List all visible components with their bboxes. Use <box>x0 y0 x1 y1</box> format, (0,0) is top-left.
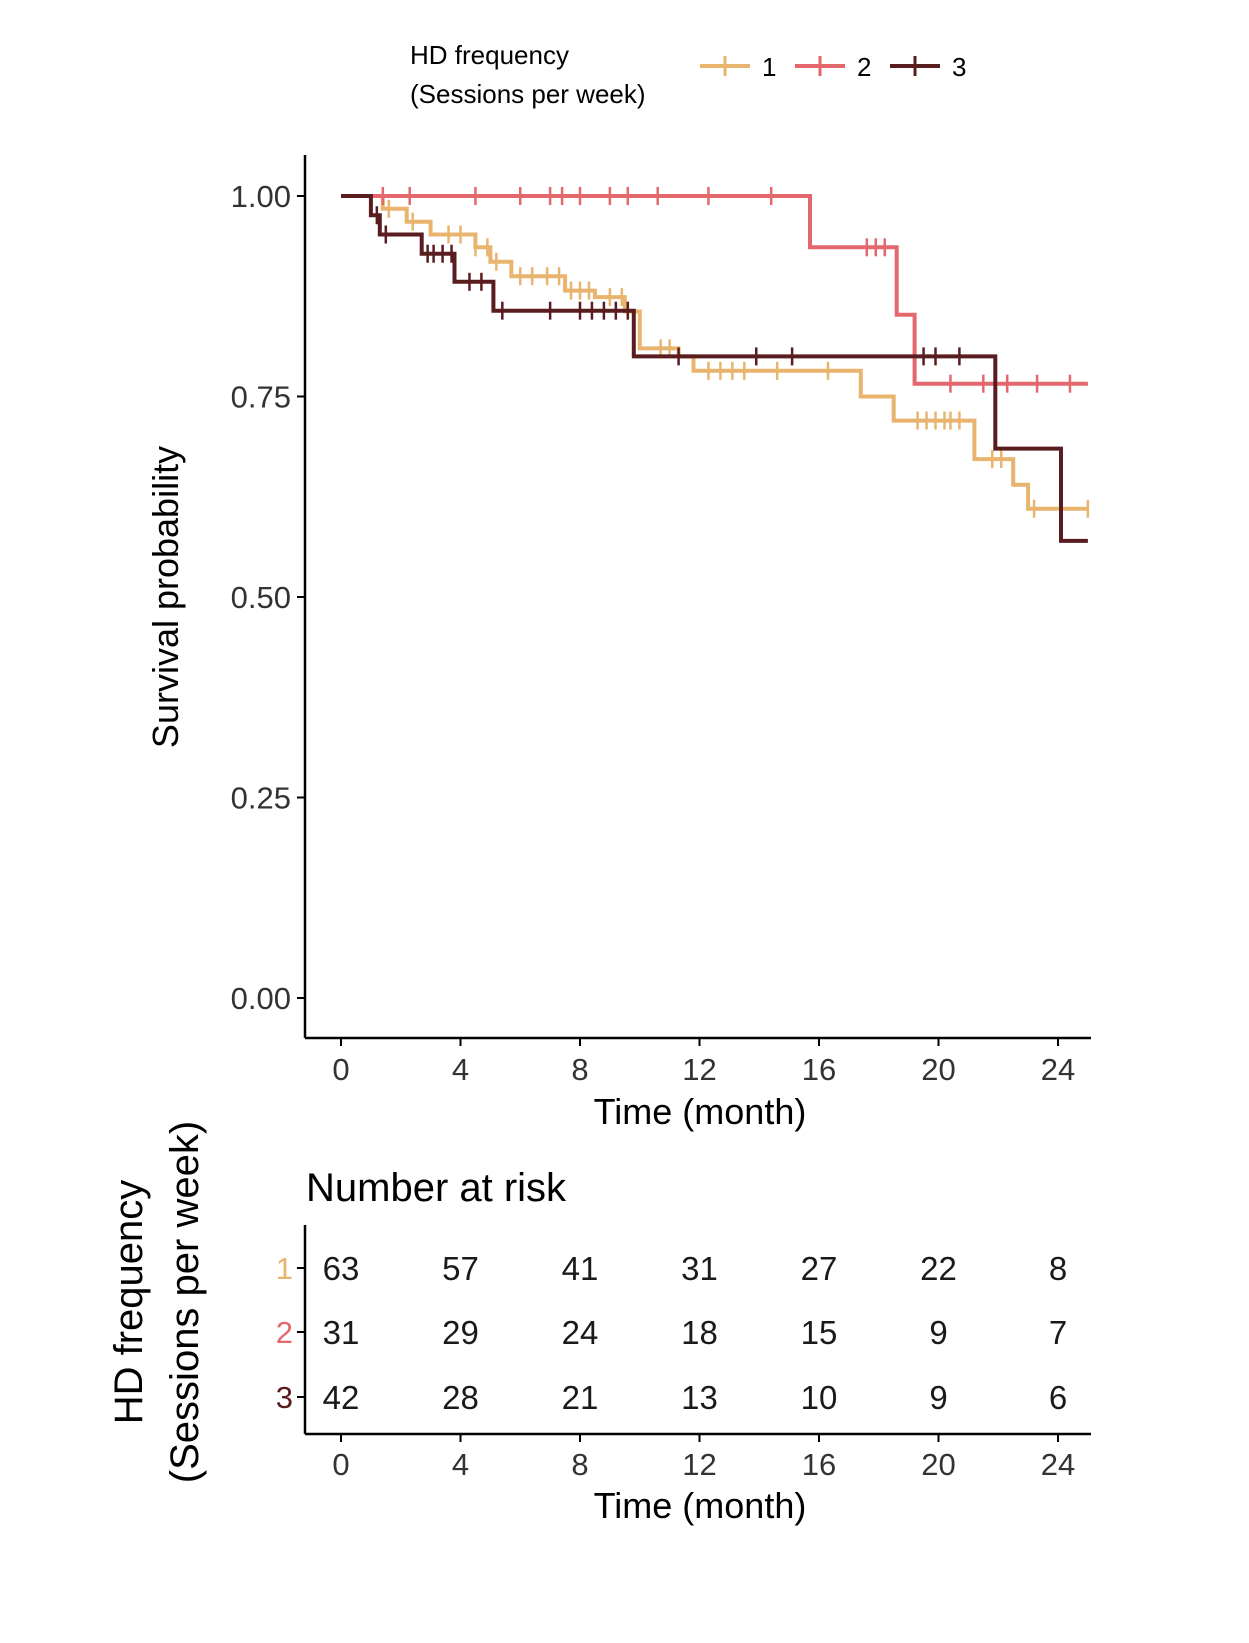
x-tick-label: 20 <box>921 1052 955 1087</box>
risk-table-cells: 63 57 41 31 27 22 8 31 29 24 18 15 9 7 42 28 21 13 10 9 6 <box>323 1250 1068 1416</box>
risk-cell: 15 <box>801 1314 838 1351</box>
risk-cell: 18 <box>681 1314 718 1351</box>
risk-cell: 42 <box>323 1379 360 1416</box>
legend-title-line2: (Sessions per week) <box>410 79 646 109</box>
survival-plot-series <box>341 187 1090 543</box>
risk-row-label-3: 3 <box>276 1380 293 1415</box>
x-tick-label: 24 <box>1041 1052 1075 1087</box>
risk-cell: 57 <box>442 1250 479 1287</box>
risk-cell: 24 <box>562 1314 599 1351</box>
risk-cell: 27 <box>801 1250 838 1287</box>
legend-title-line1: HD frequency <box>410 40 569 70</box>
y-axis-label: Survival probability <box>145 446 186 748</box>
risk-cell: 63 <box>323 1250 360 1287</box>
legend-entry-2: 2 <box>857 52 871 82</box>
risk-cell: 13 <box>681 1379 718 1416</box>
legend-entry-3: 3 <box>952 52 966 82</box>
x-tick-label: 12 <box>682 1052 716 1087</box>
risk-row-label-1: 1 <box>276 1251 293 1286</box>
risk-x-tick-label: 4 <box>452 1447 469 1482</box>
risk-cell: 6 <box>1049 1379 1067 1416</box>
risk-x-tick-label: 24 <box>1041 1447 1075 1482</box>
risk-cell: 8 <box>1049 1250 1067 1287</box>
risk-cell: 41 <box>562 1250 599 1287</box>
x-tick-label: 0 <box>332 1052 349 1087</box>
series-line-1 <box>341 194 1088 511</box>
y-tick-label: 1.00 <box>231 179 291 214</box>
risk-cell: 31 <box>323 1314 360 1351</box>
x-tick-label: 4 <box>452 1052 469 1087</box>
risk-cell: 10 <box>801 1379 838 1416</box>
x-tick-label: 8 <box>571 1052 588 1087</box>
series-line-3 <box>341 194 1088 543</box>
risk-cell: 9 <box>929 1314 947 1351</box>
risk-x-tick-label: 0 <box>332 1447 349 1482</box>
risk-x-axis-label: Time (month) <box>594 1485 807 1526</box>
risk-x-tick-label: 16 <box>802 1447 836 1482</box>
risk-cell: 28 <box>442 1379 479 1416</box>
x-axis-label: Time (month) <box>594 1091 807 1132</box>
risk-y-label-line2: (Sessions per week) <box>163 1121 207 1483</box>
risk-row-label-2: 2 <box>276 1315 293 1350</box>
risk-y-label-line1: HD frequency <box>107 1180 151 1425</box>
legend: HD frequency (Sessions per week) 1 2 3 <box>410 40 966 109</box>
risk-x-tick-label: 8 <box>571 1447 588 1482</box>
risk-cell: 31 <box>681 1250 718 1287</box>
survival-plot: 0.00 0.25 0.50 0.75 1.00 0 4 8 12 16 20 24 Survival… <box>145 155 1091 1132</box>
risk-cell: 9 <box>929 1379 947 1416</box>
y-tick-label: 0.00 <box>231 981 291 1016</box>
legend-keys: 1 2 3 <box>700 52 966 82</box>
risk-cell: 22 <box>920 1250 957 1287</box>
risk-cell: 7 <box>1049 1314 1067 1351</box>
risk-cell: 29 <box>442 1314 479 1351</box>
y-tick-label: 0.50 <box>231 580 291 615</box>
survival-plot-axes: 0.00 0.25 0.50 0.75 1.00 0 4 8 12 16 20 24 <box>231 155 1091 1087</box>
risk-x-tick-label: 12 <box>682 1447 716 1482</box>
risk-cell: 21 <box>562 1379 599 1416</box>
series-line-2 <box>341 194 1088 386</box>
y-tick-label: 0.25 <box>231 781 291 816</box>
y-tick-label: 0.75 <box>231 380 291 415</box>
x-tick-label: 16 <box>802 1052 836 1087</box>
legend-entry-1: 1 <box>762 52 776 82</box>
risk-table-title: Number at risk <box>306 1166 567 1210</box>
risk-x-tick-label: 20 <box>921 1447 955 1482</box>
